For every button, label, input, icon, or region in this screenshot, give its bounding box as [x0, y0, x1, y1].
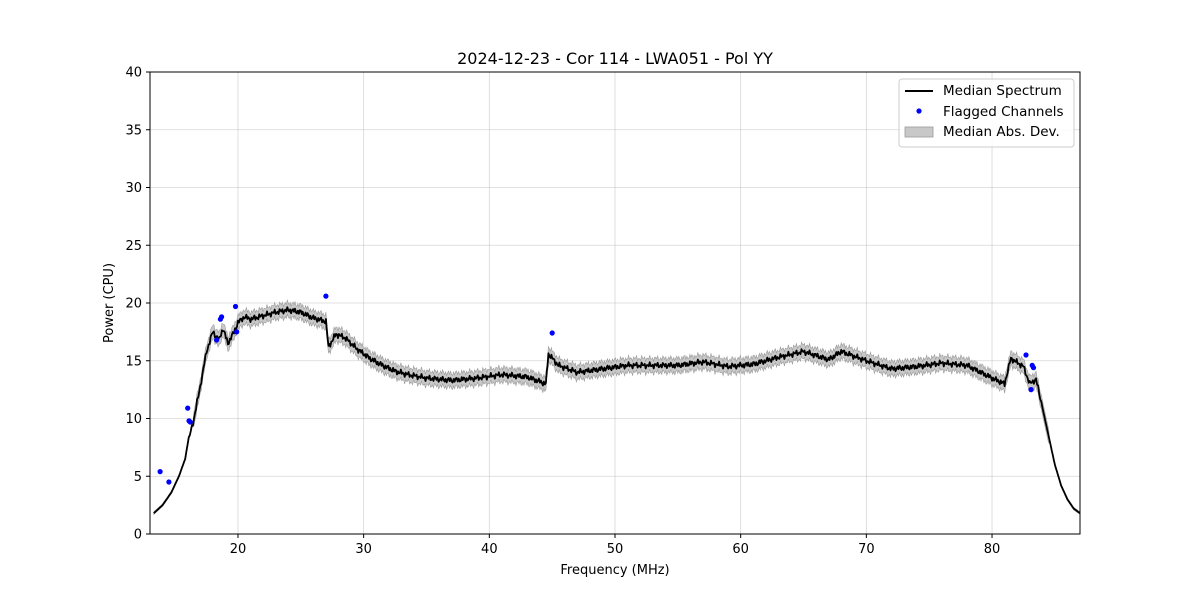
x-tick-label: 30	[355, 542, 372, 557]
legend-band-swatch	[904, 126, 934, 138]
mad-band	[153, 299, 1081, 516]
x-tick-label: 60	[732, 542, 749, 557]
x-tick-label: 20	[230, 542, 247, 557]
flagged-channel-point	[1028, 387, 1034, 393]
flagged-channel-point	[157, 469, 163, 475]
flagged-channel-point	[323, 293, 329, 299]
flagged-channel-point	[1023, 352, 1029, 358]
flagged-channel-point	[187, 419, 193, 425]
y-tick-label: 40	[125, 66, 142, 81]
y-axis-ticks: 0 5 10 15 20 25 30 35 40	[125, 66, 150, 543]
y-tick-label: 15	[125, 354, 142, 369]
legend-label-flagged: Flagged Channels	[943, 104, 1064, 120]
flagged-channel-point	[1030, 365, 1037, 371]
y-tick-label: 5	[134, 470, 142, 485]
legend-box	[898, 78, 1075, 148]
chart-title: 2024-12-23 - Cor 114 - LWA051 - Pol YY	[457, 49, 773, 68]
legend-label-mad: Median Abs. Dev.	[943, 124, 1060, 140]
flagged-channel-point	[549, 330, 555, 336]
flagged-channel-point	[214, 337, 220, 343]
y-tick-label: 30	[125, 181, 142, 196]
x-axis-label: Frequency (MHz)	[560, 563, 669, 578]
y-tick-label: 20	[125, 297, 142, 312]
median-spectrum-line	[153, 306, 1081, 514]
x-tick-label: 50	[607, 542, 624, 557]
flagged-channel-point	[219, 314, 225, 320]
y-tick-label: 0	[134, 528, 142, 543]
x-axis-ticks: 20 30 40 50 60 70 80	[230, 534, 1001, 557]
flagged-points-group	[157, 293, 1037, 485]
legend-point-swatch	[916, 108, 922, 114]
flagged-channel-point	[232, 303, 239, 310]
legend-label-median: Median Spectrum	[943, 83, 1062, 99]
y-tick-label: 35	[125, 123, 142, 138]
mad-band-group	[153, 299, 1081, 516]
flagged-channel-point	[185, 405, 191, 411]
flagged-channel-point	[234, 329, 240, 335]
y-axis-label: Power (CPU)	[102, 263, 117, 343]
y-tick-label: 10	[125, 412, 142, 427]
y-tick-label: 25	[125, 239, 142, 254]
spectrum-line-group	[153, 306, 1081, 514]
x-tick-label: 70	[858, 542, 875, 557]
x-tick-label: 80	[984, 542, 1001, 557]
flagged-channel-point	[166, 479, 172, 485]
grid	[150, 71, 1080, 535]
legend: Median Spectrum Flagged Channels Median …	[898, 78, 1075, 148]
x-tick-label: 40	[481, 542, 498, 557]
